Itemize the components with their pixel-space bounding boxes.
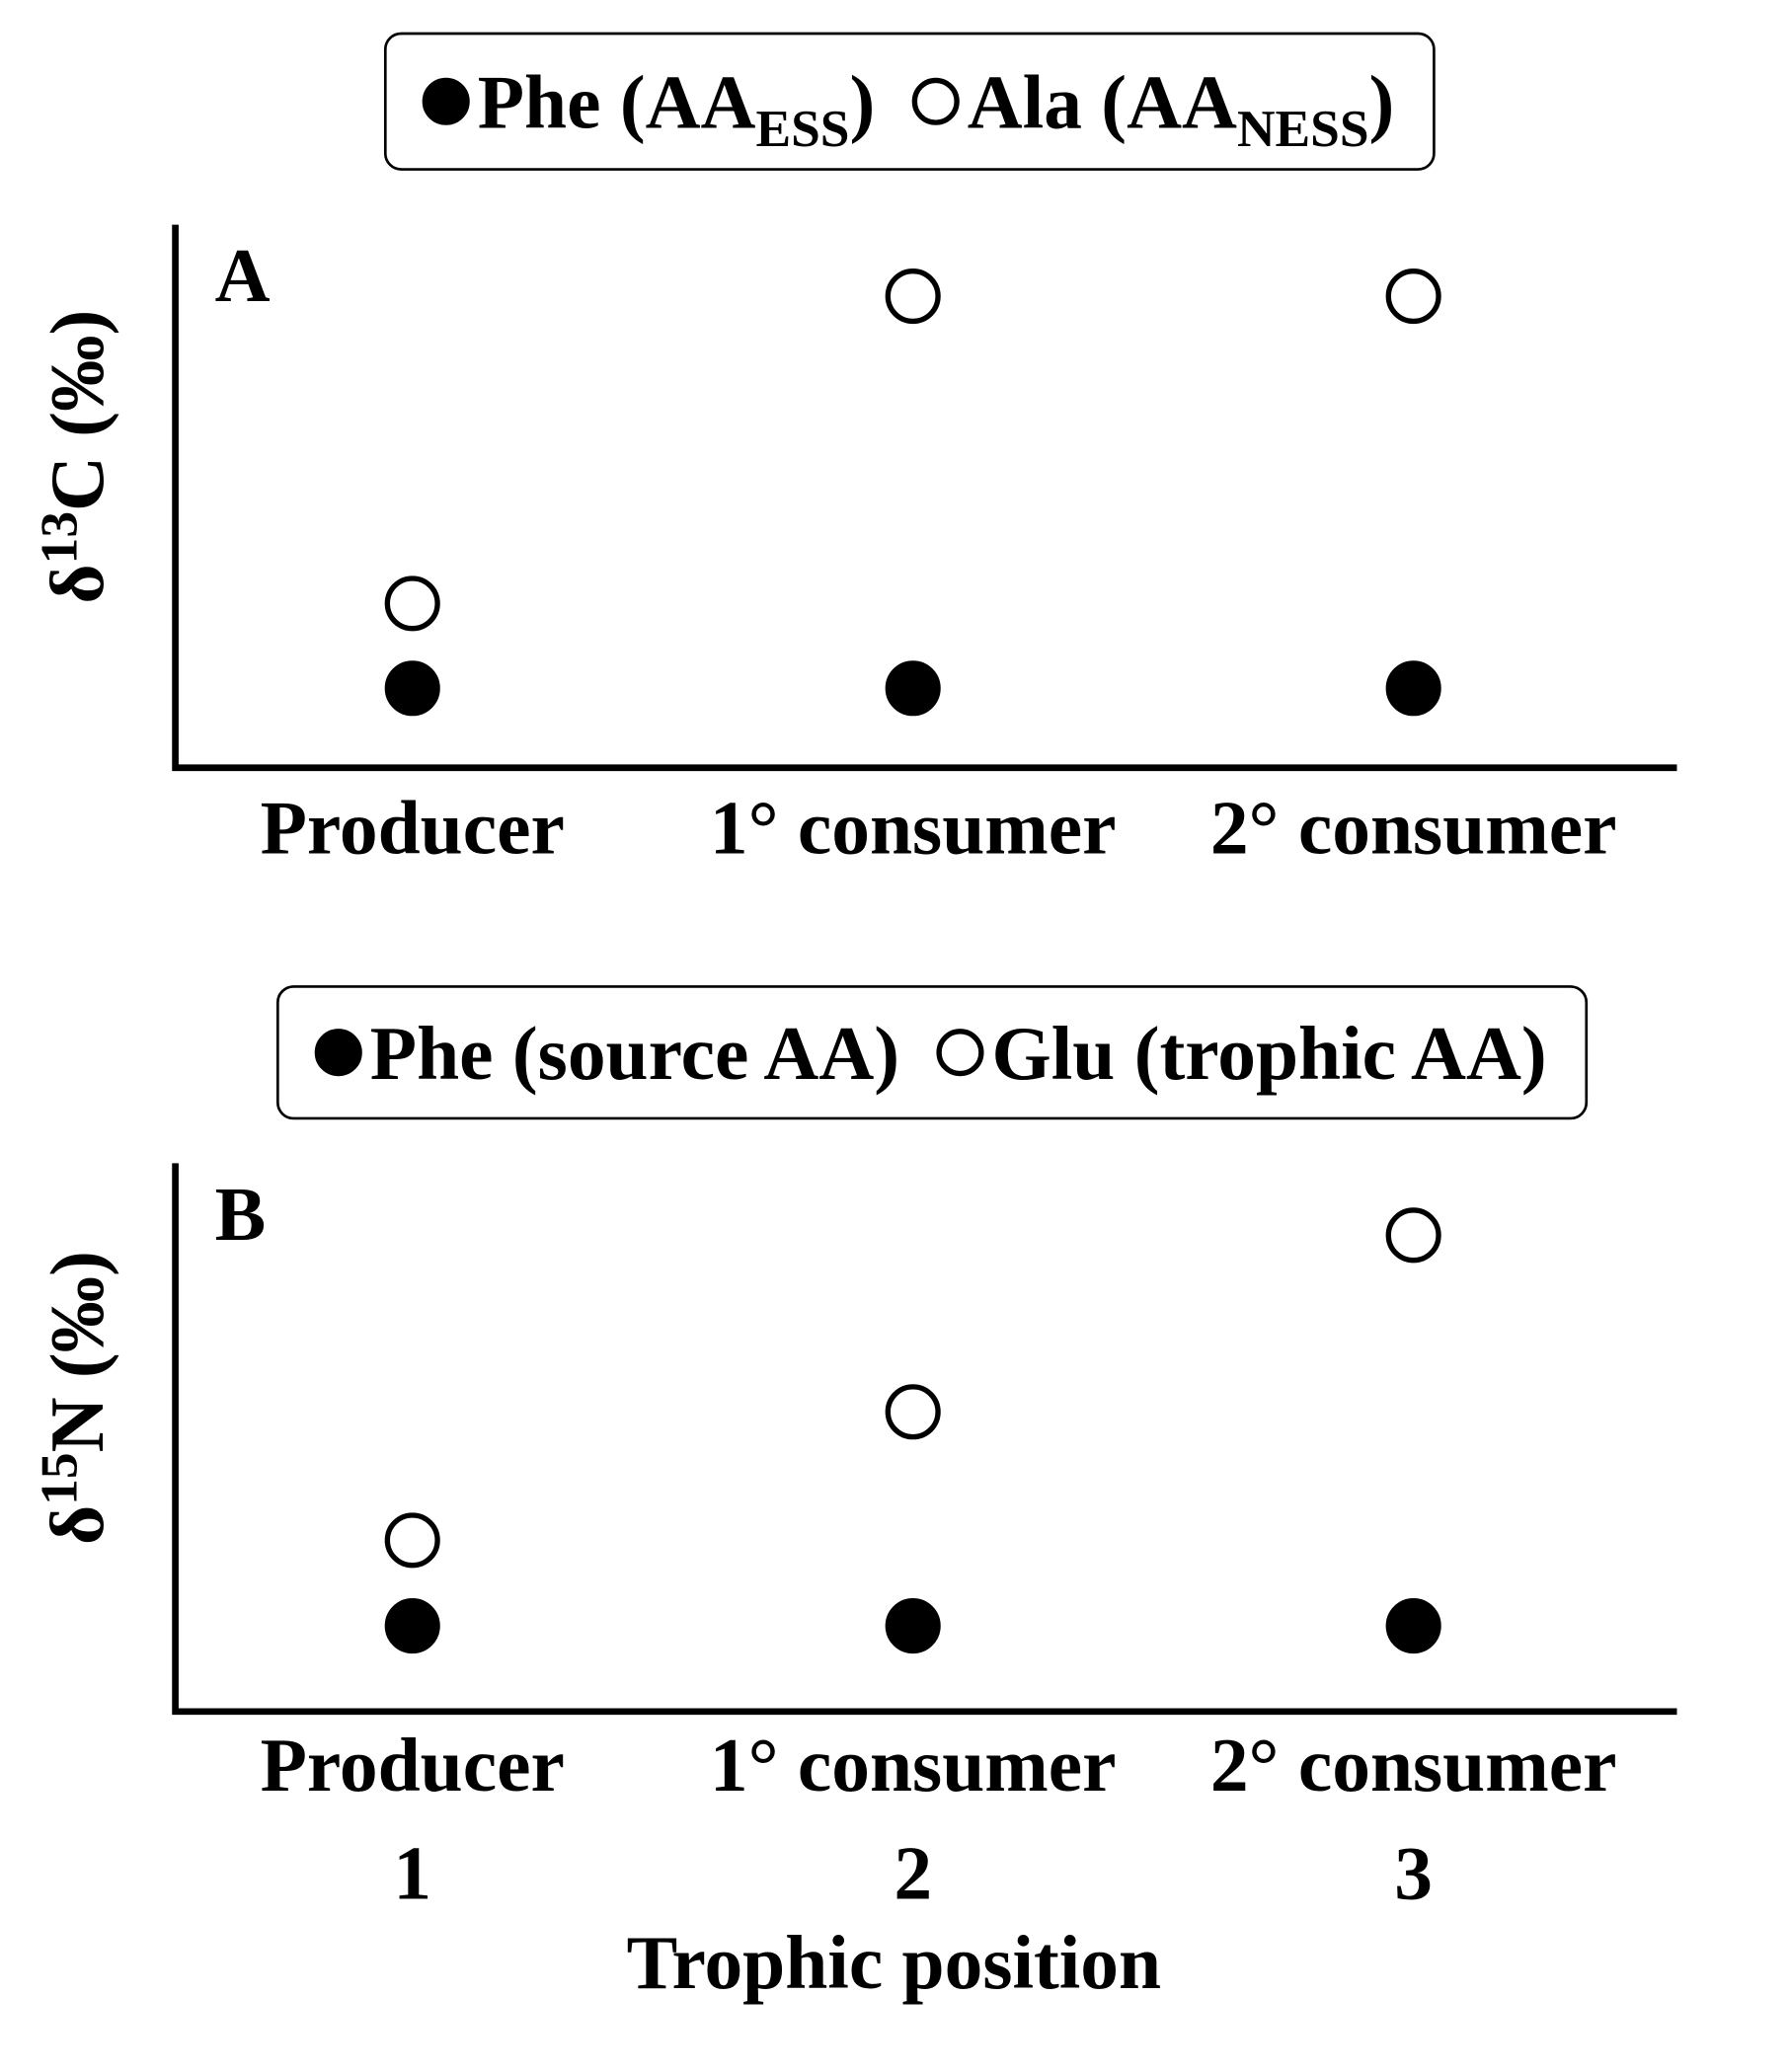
data-point: [1385, 1598, 1441, 1654]
y-label-sup: 15: [29, 1452, 88, 1504]
legend-box: [276, 985, 1589, 1120]
y-label-sup: 13: [29, 511, 88, 564]
data-point: [1385, 660, 1441, 717]
legend-label: Glu (trophic AA): [992, 1011, 1547, 1096]
y-label-prefix: δ: [35, 564, 119, 603]
y-axis-label: δ13C (‰): [29, 310, 119, 604]
data-point: [1385, 1207, 1441, 1264]
y-label-text: C (‰): [35, 310, 119, 511]
legend-label-sub: ESS: [755, 99, 849, 158]
x-tick-label: Producer: [261, 1723, 565, 1807]
legend-label: Phe (source AA): [370, 1011, 899, 1096]
x-tick-label: Producer: [261, 786, 565, 871]
legend-marker: [936, 1029, 984, 1077]
data-point: [384, 576, 440, 632]
data-point: [885, 1384, 941, 1440]
x-tick-label: 2° consumer: [1210, 786, 1617, 871]
legend-label-sub: NESS: [1237, 99, 1369, 158]
legend-marker: [911, 77, 960, 125]
legend-label-text: Ala (AA: [968, 59, 1237, 144]
data-point: [885, 660, 941, 717]
data-point: [1385, 268, 1441, 325]
legend-label-text: Glu (trophic AA): [992, 1011, 1547, 1096]
legend-label: Ala (AANESS): [968, 59, 1395, 158]
legend-label: Phe (AAESS): [478, 59, 876, 158]
x-tick-number: 2: [894, 1830, 932, 1915]
x-axis-label: Trophic position: [627, 1920, 1162, 2005]
x-tick-label: 2° consumer: [1210, 1723, 1617, 1807]
data-point: [885, 1598, 941, 1654]
axis-line: [172, 1163, 1677, 1716]
legend: Phe (source AA) Glu (trophic AA): [276, 985, 1589, 1120]
legend: Phe (AAESS) Ala (AANESS): [383, 32, 1436, 171]
data-point: [384, 1512, 440, 1569]
legend-label-text: Phe (source AA): [370, 1011, 899, 1096]
legend-box: [383, 32, 1436, 171]
x-tick-label: 1° consumer: [710, 1723, 1117, 1807]
axis-line: [172, 224, 1677, 772]
data-point: [384, 1598, 440, 1654]
data-point: [885, 268, 941, 325]
panel-label: B: [215, 1172, 267, 1257]
legend-label-text: Phe (AA: [478, 59, 756, 144]
x-tick-number: 1: [393, 1830, 431, 1915]
y-label-text: N (‰): [35, 1251, 119, 1452]
data-point: [384, 660, 440, 717]
legend-marker: [422, 77, 470, 125]
legend-marker: [314, 1029, 362, 1077]
panel-label: A: [215, 233, 271, 318]
y-label-prefix: δ: [35, 1505, 119, 1545]
x-tick-label: 1° consumer: [710, 786, 1117, 871]
y-axis-label: δ15N (‰): [29, 1251, 119, 1545]
legend-label-suffix: ): [850, 59, 876, 144]
legend-label-suffix: ): [1369, 59, 1395, 144]
x-tick-number: 3: [1394, 1830, 1433, 1915]
